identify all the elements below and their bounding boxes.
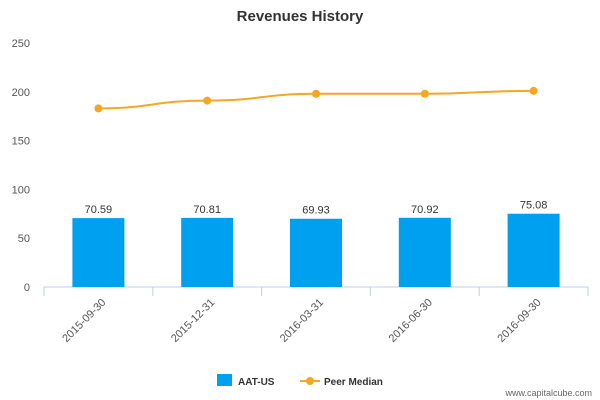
bar-value-label: 70.81	[193, 204, 221, 216]
legend-label-peer-median: Peer Median	[324, 377, 383, 388]
legend-swatch-aat-us	[217, 374, 232, 386]
y-tick-label: 250	[12, 38, 30, 50]
y-tick-label: 150	[12, 136, 30, 148]
x-tick-label: 2015-12-31	[169, 297, 217, 345]
bar-aat-us	[181, 217, 234, 287]
legend-marker-peer-median	[306, 377, 314, 385]
legend-label-aat-us: AAT-US	[238, 377, 275, 388]
y-tick-label: 100	[12, 184, 30, 196]
legend: AAT-US Peer Median	[217, 374, 383, 388]
peer-median-point	[312, 89, 320, 98]
peer-median-point	[94, 104, 103, 113]
bar-aat-us	[507, 213, 560, 287]
plot-area: 0 50 100 150 200 250 70.59 70.81 69.93 70.92 75.08…	[12, 38, 589, 345]
peer-median-point	[529, 86, 538, 95]
chart-title: Revenues History	[237, 8, 364, 25]
y-tick-label: 50	[18, 233, 30, 245]
x-tick-label: 2016-09-30	[495, 297, 543, 345]
x-tick-label: 2016-06-30	[387, 297, 435, 345]
peer-median-point	[420, 89, 429, 98]
bar-value-label: 69.93	[302, 205, 330, 217]
bar-aat-us	[290, 218, 342, 287]
bar-value-label: 70.59	[85, 204, 113, 216]
x-tick-label: 2015-09-30	[60, 297, 108, 345]
y-tick-label: 0	[24, 282, 30, 294]
bar-aat-us	[72, 218, 125, 287]
bar-aat-us	[398, 217, 451, 287]
watermark: www.capitalcube.com	[504, 388, 592, 398]
bar-value-label: 70.92	[411, 204, 439, 216]
x-tick-label: 2016-03-31	[278, 297, 326, 345]
y-tick-label: 200	[12, 87, 30, 99]
bar-value-label: 75.08	[520, 200, 548, 212]
peer-median-point	[203, 96, 212, 105]
